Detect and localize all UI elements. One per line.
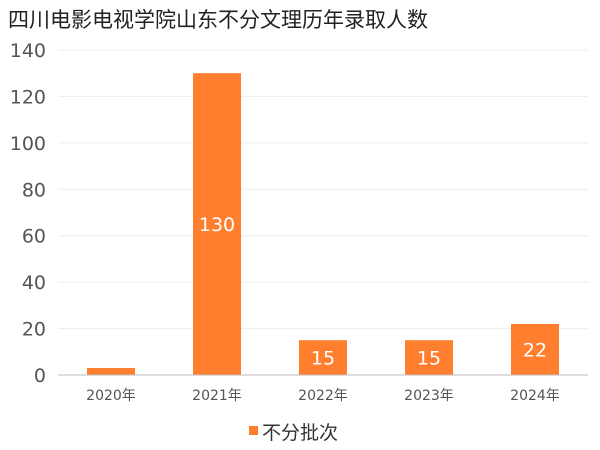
x-tick-label: 2023年 [404, 388, 454, 404]
legend-swatch [249, 426, 258, 435]
bar [193, 73, 241, 375]
legend: 不分批次 [249, 422, 338, 444]
x-tick-label: 2021年 [192, 388, 242, 404]
y-tick-label: 40 [22, 272, 46, 294]
chart-title: 四川电影电视学院山东不分文理历年录取人数 [8, 8, 428, 32]
legend-label: 不分批次 [262, 422, 338, 444]
data-label: 22 [523, 339, 547, 361]
x-tick-label: 2020年 [86, 388, 136, 404]
x-axis: 2020年 2021年 2022年 2023年 2024年 [58, 374, 588, 404]
data-label: 15 [311, 348, 335, 370]
y-tick-label: 20 [22, 319, 46, 341]
y-tick-label: 80 [22, 179, 46, 201]
bar [299, 340, 347, 375]
y-tick-label: 60 [22, 226, 46, 248]
y-tick-label: 0 [34, 365, 46, 387]
x-tick-label: 2024年 [510, 388, 560, 404]
data-label: 15 [417, 348, 441, 370]
x-tick-label: 2022年 [298, 388, 348, 404]
grid-lines [58, 49, 588, 330]
bar [405, 340, 453, 375]
y-tick-label: 100 [10, 133, 46, 155]
y-tick-label: 140 [10, 40, 46, 62]
y-axis-ticks: 0 20 40 60 80 100 120 140 [10, 40, 46, 387]
data-label: 130 [199, 214, 235, 236]
y-tick-label: 120 [10, 86, 46, 108]
bars: 130 15 15 22 [87, 73, 559, 375]
bar [511, 323, 559, 375]
bar [87, 368, 135, 375]
